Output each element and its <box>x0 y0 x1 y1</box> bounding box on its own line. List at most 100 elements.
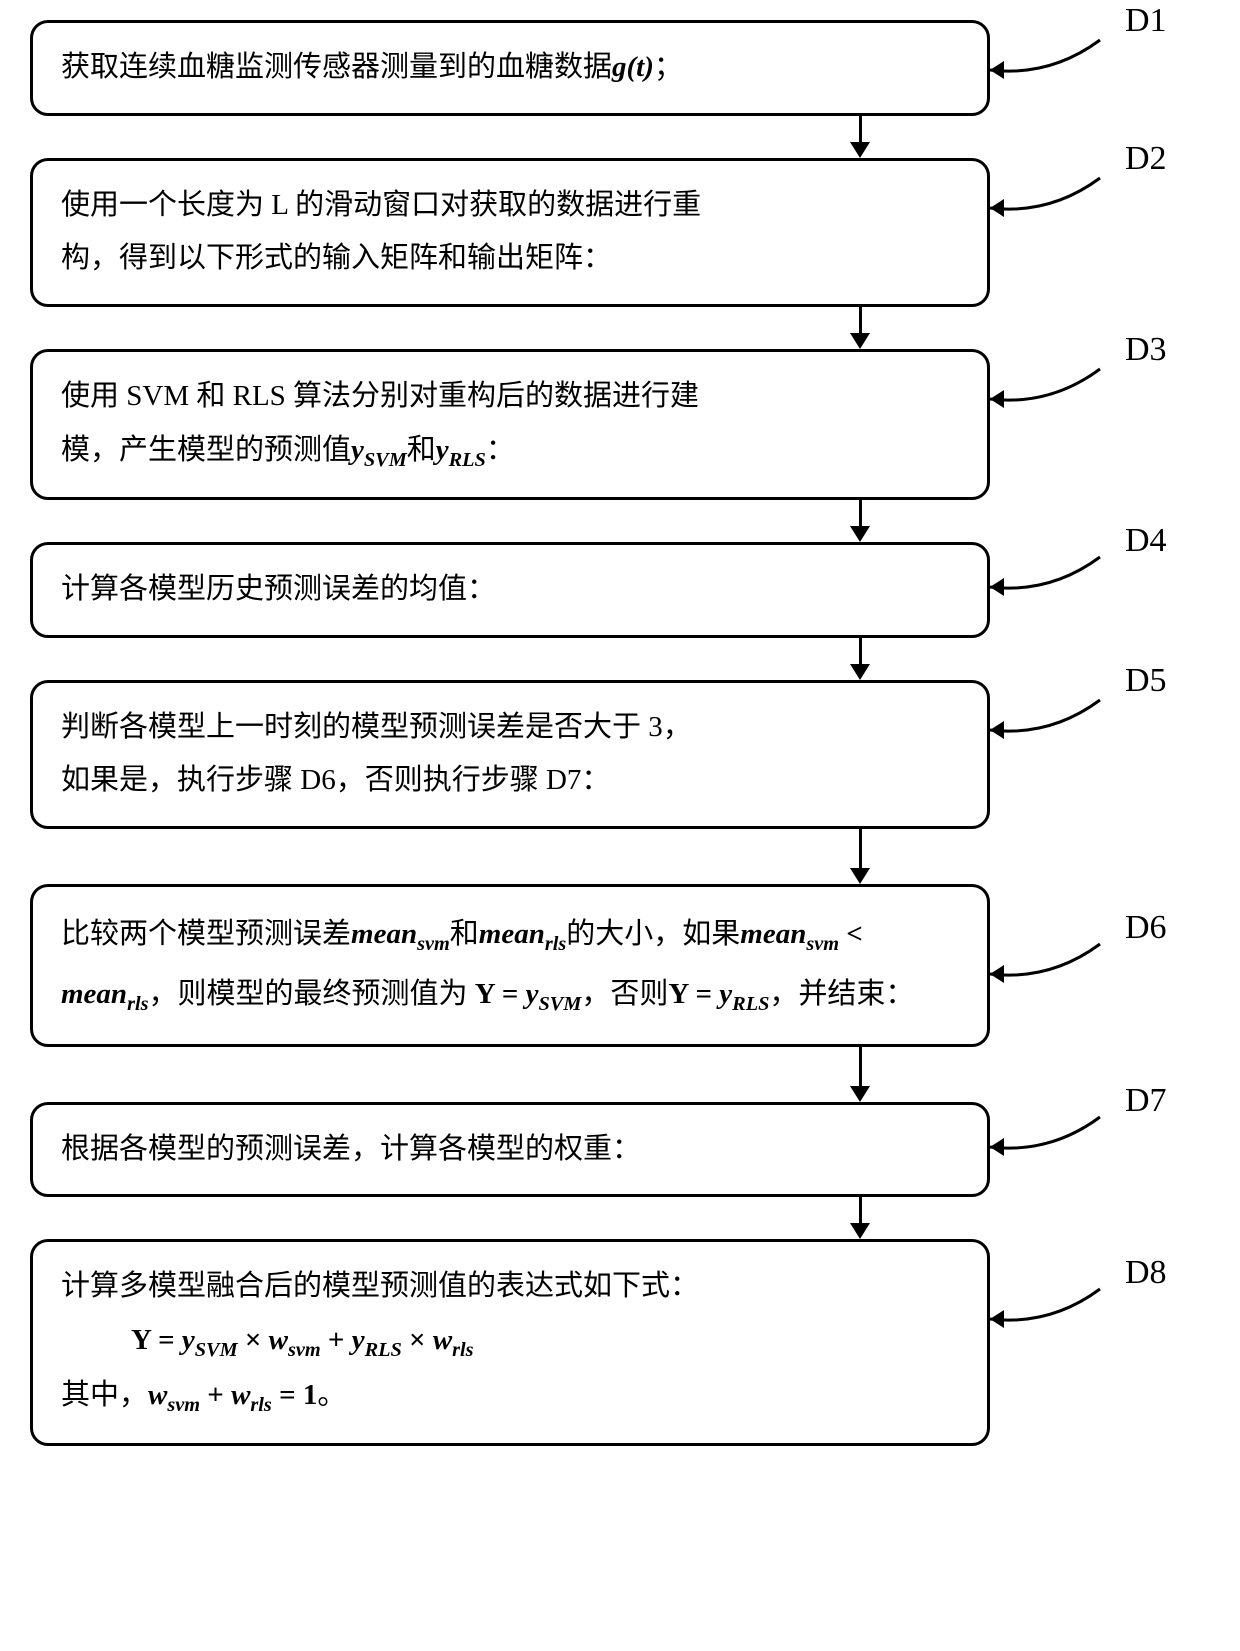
d8-line1: 计算多模型融合后的模型预测值的表达式如下式： <box>61 1260 959 1314</box>
step-d8: 计算多模型融合后的模型预测值的表达式如下式： Y = ySVM × wsvm +… <box>30 1239 1210 1445</box>
d8-eq-yrls: yRLS <box>352 1324 402 1356</box>
d6-meansvm: meansvm <box>351 918 450 950</box>
step-d6: 比较两个模型预测误差meansvm和meanrls的大小，如果meansvm <… <box>30 884 1210 1047</box>
d6-ysvm-y: y <box>526 978 539 1010</box>
step-d3: 使用 SVM 和 RLS 算法分别对重构后的数据进行建 模，产生模型的预测值yS… <box>30 349 1210 500</box>
box-d4: 计算各模型历史预测误差的均值： <box>30 542 990 638</box>
d3-yrls: yRLS <box>436 434 486 466</box>
box-d7: 根据各模型的预测误差，计算各模型的权重： <box>30 1102 990 1198</box>
d8-const: = 1 <box>279 1379 317 1411</box>
d5-line1: 判断各模型上一时刻的模型预测误差是否大于 3， <box>61 701 959 755</box>
d2-line2: 构，得到以下形式的输入矩阵和输出矩阵： <box>61 232 959 286</box>
arrow-d7-d8 <box>510 1197 1210 1239</box>
label-d6: D6 <box>1125 909 1167 947</box>
callout-d4 <box>990 552 1150 612</box>
d8-line3-pre: 其中， <box>61 1379 148 1411</box>
d3-line2-post: ： <box>486 434 515 466</box>
label-d8: D8 <box>1125 1254 1167 1292</box>
d8-wrls2-w: w <box>231 1379 250 1411</box>
d8-times1: × <box>245 1324 262 1356</box>
callout-d1 <box>990 35 1150 95</box>
d6-yeq2: Y = <box>668 978 712 1010</box>
box-d1: 获取连续血糖监测传感器测量到的血糖数据g(t)； <box>30 20 990 116</box>
d1-formula: g(t) <box>612 51 654 83</box>
d6-yrls: yRLS <box>719 978 769 1010</box>
d8-eq-ysvm-sub: SVM <box>195 1339 238 1361</box>
callout-d3 <box>990 364 1150 424</box>
step-d2: 使用一个长度为 L 的滑动窗口对获取的数据进行重 构，得到以下形式的输入矩阵和输… <box>30 158 1210 307</box>
d8-eq-ysvm: ySVM <box>182 1324 238 1356</box>
d6-ineq-rs: rls <box>127 993 148 1015</box>
d8-eq-wrls-w: w <box>433 1324 452 1356</box>
step-d4: 计算各模型历史预测误差的均值： D4 <box>30 542 1210 638</box>
callout-d2 <box>990 173 1150 233</box>
d8-plus: + <box>328 1324 345 1356</box>
d6-lt: < <box>846 918 863 950</box>
d3-ysvm-sub: SVM <box>364 448 407 470</box>
d8-wrls2-sub: rls <box>250 1394 271 1416</box>
d8-wsvm2-sub: svm <box>167 1394 200 1416</box>
d7-text: 根据各模型的预测误差，计算各模型的权重： <box>61 1133 641 1165</box>
d6-ineq-ls: svm <box>806 933 839 955</box>
box-d8: 计算多模型融合后的模型预测值的表达式如下式： Y = ySVM × wsvm +… <box>30 1239 990 1445</box>
d6-meansvm-t: mean <box>351 918 417 950</box>
label-d4: D4 <box>1125 522 1167 560</box>
d6-part5: ，否则 <box>581 978 668 1010</box>
arrow-d6-d7 <box>510 1047 1210 1102</box>
d6-part4: ，则模型的最终预测值为 <box>148 978 467 1010</box>
arrow-d4-d5 <box>510 638 1210 680</box>
d6-ysvm: ySVM <box>526 978 582 1010</box>
d3-line2-pre: 模，产生模型的预测值 <box>61 434 351 466</box>
d8-eq-yrls-y: y <box>352 1324 365 1356</box>
d8-wrls2: wrls <box>231 1379 272 1411</box>
callout-d7 <box>990 1112 1150 1172</box>
d8-plus2: + <box>207 1379 224 1411</box>
label-d5: D5 <box>1125 662 1167 700</box>
box-d3: 使用 SVM 和 RLS 算法分别对重构后的数据进行建 模，产生模型的预测值yS… <box>30 349 990 500</box>
d8-eq: Y = ySVM × wsvm + yRLS × wrls <box>61 1314 959 1369</box>
d6-meansvm-sub: svm <box>417 933 450 955</box>
flowchart-container: 获取连续血糖监测传感器测量到的血糖数据g(t)； D1 使用一个长度为 L 的滑… <box>30 20 1210 1446</box>
d8-eq-wsvm: wsvm <box>269 1324 321 1356</box>
d1-formula-gt: g(t) <box>612 51 654 83</box>
arrow-d3-d4 <box>510 500 1210 542</box>
d6-meanrls-sub: rls <box>545 933 566 955</box>
d8-eq-ysvm-y: y <box>182 1324 195 1356</box>
d8-line3: 其中，wsvm + wrls = 1。 <box>61 1369 959 1424</box>
d1-text-pre: 获取连续血糖监测传感器测量到的血糖数据 <box>61 51 612 83</box>
d2-line1: 使用一个长度为 L 的滑动窗口对获取的数据进行重 <box>61 179 959 233</box>
d8-line3-post: 。 <box>317 1379 346 1411</box>
callout-d8 <box>990 1284 1150 1344</box>
d1-text-post: ； <box>654 51 683 83</box>
step-d5: 判断各模型上一时刻的模型预测误差是否大于 3， 如果是，执行步骤 D6，否则执行… <box>30 680 1210 829</box>
d8-eq-Y: Y = <box>131 1324 175 1356</box>
d3-line2: 模，产生模型的预测值ySVM和yRLS： <box>61 424 959 479</box>
step-d7: 根据各模型的预测误差，计算各模型的权重： D7 <box>30 1102 1210 1198</box>
d3-yrls-sub: RLS <box>449 448 486 470</box>
d6-yrls-y: y <box>719 978 732 1010</box>
d8-times2: × <box>409 1324 426 1356</box>
d6-ysvm-sub: SVM <box>539 993 582 1015</box>
d4-text: 计算各模型历史预测误差的均值： <box>61 573 496 605</box>
d5-line2: 如果是，执行步骤 D6，否则执行步骤 D7： <box>61 754 959 808</box>
d8-wsvm2-w: w <box>148 1379 167 1411</box>
label-d2: D2 <box>1125 140 1167 178</box>
d6-yeq1: Y = <box>475 978 519 1010</box>
d6-part3: 的大小，如果 <box>566 918 740 950</box>
label-d1: D1 <box>1125 2 1167 40</box>
d8-eq-wsvm-w: w <box>269 1324 288 1356</box>
box-d6: 比较两个模型预测误差meansvm和meanrls的大小，如果meansvm <… <box>30 884 990 1047</box>
box-d2: 使用一个长度为 L 的滑动窗口对获取的数据进行重 构，得到以下形式的输入矩阵和输… <box>30 158 990 307</box>
label-d3: D3 <box>1125 331 1167 369</box>
d3-and: 和 <box>407 434 436 466</box>
d3-yrls-y: y <box>436 434 449 466</box>
d8-wsvm2: wsvm <box>148 1379 200 1411</box>
box-d5: 判断各模型上一时刻的模型预测误差是否大于 3， 如果是，执行步骤 D6，否则执行… <box>30 680 990 829</box>
d6-meanrls-t: mean <box>479 918 545 950</box>
d3-ysvm: ySVM <box>351 434 407 466</box>
d6-part6: ，并结束： <box>769 978 914 1010</box>
d3-line1: 使用 SVM 和 RLS 算法分别对重构后的数据进行建 <box>61 370 959 424</box>
callout-d6 <box>990 939 1150 999</box>
d6-ineq-l: mean <box>740 918 806 950</box>
d3-ysvm-y: y <box>351 434 364 466</box>
